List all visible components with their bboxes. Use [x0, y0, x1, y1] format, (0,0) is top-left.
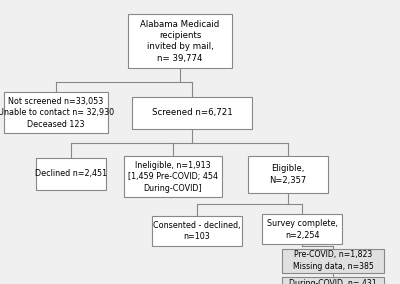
FancyBboxPatch shape	[262, 214, 342, 244]
FancyBboxPatch shape	[36, 158, 106, 190]
Text: Alabama Medicaid
recipients
invited by mail,
n= 39,774: Alabama Medicaid recipients invited by m…	[140, 20, 220, 63]
FancyBboxPatch shape	[248, 156, 328, 193]
FancyBboxPatch shape	[282, 248, 384, 273]
Text: Consented - declined,
n=103: Consented - declined, n=103	[153, 220, 241, 241]
FancyBboxPatch shape	[128, 14, 232, 68]
Text: Pre-COVID, n=1,823
Missing data, n=385: Pre-COVID, n=1,823 Missing data, n=385	[293, 250, 373, 271]
Text: Eligible,
N=2,357: Eligible, N=2,357	[269, 164, 307, 185]
FancyBboxPatch shape	[4, 92, 108, 133]
Text: During-COVID, n= 431
Missing data, n=47: During-COVID, n= 431 Missing data, n=47	[289, 279, 377, 284]
Text: Declined n=2,451: Declined n=2,451	[35, 170, 107, 178]
FancyBboxPatch shape	[282, 277, 384, 284]
FancyBboxPatch shape	[124, 156, 222, 197]
FancyBboxPatch shape	[152, 216, 242, 246]
Text: Ineligible, n=1,913
[1,459 Pre-COVID; 454
During-COVID]: Ineligible, n=1,913 [1,459 Pre-COVID; 45…	[128, 161, 218, 193]
Text: Screened n=6,721: Screened n=6,721	[152, 108, 232, 117]
Text: Not screened n=33,053
Unable to contact n= 32,930
Deceased 123: Not screened n=33,053 Unable to contact …	[0, 97, 114, 129]
FancyBboxPatch shape	[132, 97, 252, 129]
Text: Survey complete,
n=2,254: Survey complete, n=2,254	[266, 219, 338, 240]
